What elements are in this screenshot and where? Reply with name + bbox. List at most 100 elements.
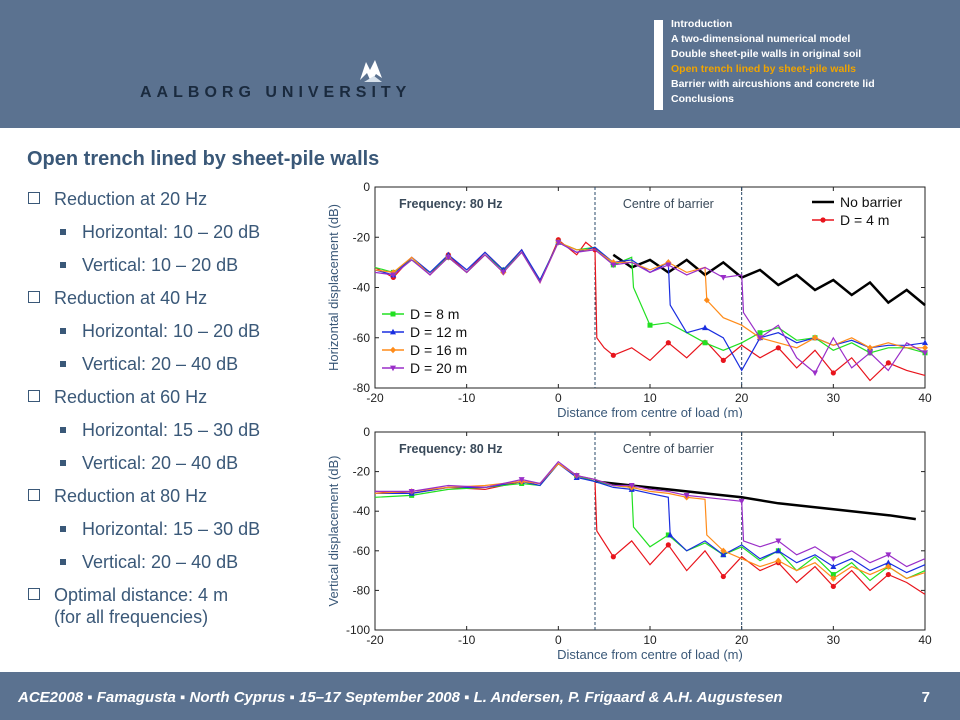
data-point (720, 357, 726, 363)
sub-bullet-text: Vertical: 20 – 40 dB (82, 552, 239, 572)
data-point (922, 339, 928, 346)
x-tick-label: 40 (918, 391, 932, 405)
data-point (573, 473, 580, 479)
data-point (885, 360, 891, 366)
legend-marker (390, 311, 396, 317)
frequency-annotation: Frequency: 80 Hz (399, 197, 503, 211)
data-point (610, 262, 617, 269)
x-axis-label: Distance from centre of load (m) (557, 647, 743, 662)
data-point (610, 554, 616, 560)
series-d-20-m (375, 460, 926, 568)
nav-item[interactable]: Double sheet-pile walls in original soil (671, 48, 862, 60)
y-tick-label: -80 (353, 583, 371, 597)
sub-bullet-text: Vertical: 20 – 40 dB (82, 453, 239, 473)
series-line (612, 253, 926, 307)
slide-title: Open trench lined by sheet-pile walls (27, 148, 380, 170)
y-tick-label: -20 (353, 230, 371, 244)
nav-item[interactable]: Introduction (671, 18, 733, 30)
bullet-text: Reduction at 80 Hz (54, 486, 208, 506)
data-point (775, 538, 782, 545)
nav-item[interactable]: Open trench lined by sheet-pile walls (671, 63, 856, 75)
x-tick-label: 40 (918, 633, 932, 647)
sub-bullet-item: Horizontal: 15 – 30 dB (28, 419, 260, 441)
nav-divider (654, 20, 663, 110)
legend-marker (820, 217, 826, 223)
sub-bullet-item: Vertical: 20 – 40 dB (28, 353, 260, 375)
sub-bullet-text: Horizontal: 10 – 20 dB (82, 222, 261, 242)
data-point (757, 335, 763, 341)
sub-bullet-item: Vertical: 20 – 40 dB (28, 452, 260, 474)
x-tick-label: 20 (735, 391, 749, 405)
data-point (665, 532, 671, 538)
data-point (885, 559, 892, 566)
series-line (374, 238, 926, 382)
data-point (665, 262, 672, 269)
data-point (628, 483, 635, 489)
data-point (610, 352, 616, 358)
data-point (867, 350, 873, 357)
data-point (555, 239, 562, 246)
x-tick-label: 10 (643, 633, 657, 647)
bullet-text: Reduction at 20 Hz (54, 189, 208, 209)
data-point (830, 556, 837, 562)
data-point (518, 477, 525, 483)
data-point (775, 547, 782, 554)
x-tick-label: 20 (735, 633, 749, 647)
x-tick-label: 30 (827, 391, 841, 405)
square-bullet-icon (60, 229, 66, 235)
barrier-annotation: Centre of barrier (623, 442, 714, 456)
data-point (720, 275, 727, 281)
y-axis-label: Horizontal displacement (dB) (326, 204, 341, 371)
legend-label: No barrier (840, 194, 903, 210)
horizontal-displacement-chart: -20 -10 0 10 20 30 40 0 -20 -40 -60 -80 Frequency: 8… (326, 180, 932, 418)
section-nav: Introduction A two-dimensional numerical … (671, 17, 875, 107)
y-tick-label: 0 (363, 180, 370, 194)
x-tick-label: -20 (366, 633, 384, 647)
data-point (702, 340, 708, 346)
sub-bullet-text: Horizontal: 15 – 30 dB (82, 420, 261, 440)
checkbox-bullet-icon (28, 489, 40, 501)
data-point (647, 322, 653, 328)
series-line (375, 462, 926, 574)
bullet-item: Optimal distance: 4 m (for all frequencie… (28, 584, 260, 628)
data-point (702, 324, 708, 331)
sub-bullet-item: Horizontal: 10 – 20 dB (28, 320, 260, 342)
x-tick-label: 0 (555, 633, 562, 647)
legend-label: D = 12 m (410, 324, 467, 340)
data-point (830, 563, 837, 570)
logo-emblem-icon (360, 60, 382, 82)
legend-entry: D = 12 m (382, 324, 467, 340)
y-tick-label: -60 (353, 544, 371, 558)
checkbox-bullet-icon (28, 588, 40, 600)
nav-item[interactable]: A two-dimensional numerical model (671, 33, 851, 45)
series-no-barrier (594, 480, 916, 521)
footer-text: ACE2008 ▪ Famagusta ▪ North Cyprus ▪ 15–… (18, 689, 783, 706)
sub-bullet-text: Vertical: 10 – 20 dB (82, 255, 239, 275)
series-d-20-m (374, 239, 928, 377)
square-bullet-icon (60, 427, 66, 433)
checkbox-bullet-icon (28, 390, 40, 402)
series-line (374, 462, 926, 580)
y-tick-label: -60 (353, 331, 371, 345)
x-tick-label: 30 (827, 633, 841, 647)
university-logo: AALBORG UNIVERSITY (130, 50, 420, 110)
checkbox-bullet-icon (28, 291, 40, 303)
data-point (885, 571, 891, 578)
data-point (667, 531, 674, 538)
data-point (720, 551, 727, 558)
data-point (738, 498, 745, 505)
data-point (703, 296, 710, 304)
nav-item[interactable]: Conclusions (671, 93, 735, 105)
plot-area (374, 431, 926, 631)
y-axis-label: Vertical displacement (dB) (326, 455, 341, 606)
x-tick-label: -10 (458, 633, 476, 647)
data-point (445, 254, 452, 261)
bullet-text: Optimal distance: 4 m (54, 585, 229, 605)
sub-bullet-item: Horizontal: 10 – 20 dB (28, 221, 260, 243)
legend-entry: D = 20 m (382, 360, 467, 376)
bullet-item: Reduction at 20 Hz (28, 188, 260, 210)
nav-item[interactable]: Barrier with aircushions and concrete li… (671, 78, 875, 90)
bullet-item: Reduction at 60 Hz (28, 386, 260, 408)
y-tick-label: -100 (346, 623, 370, 637)
data-point (830, 370, 836, 376)
